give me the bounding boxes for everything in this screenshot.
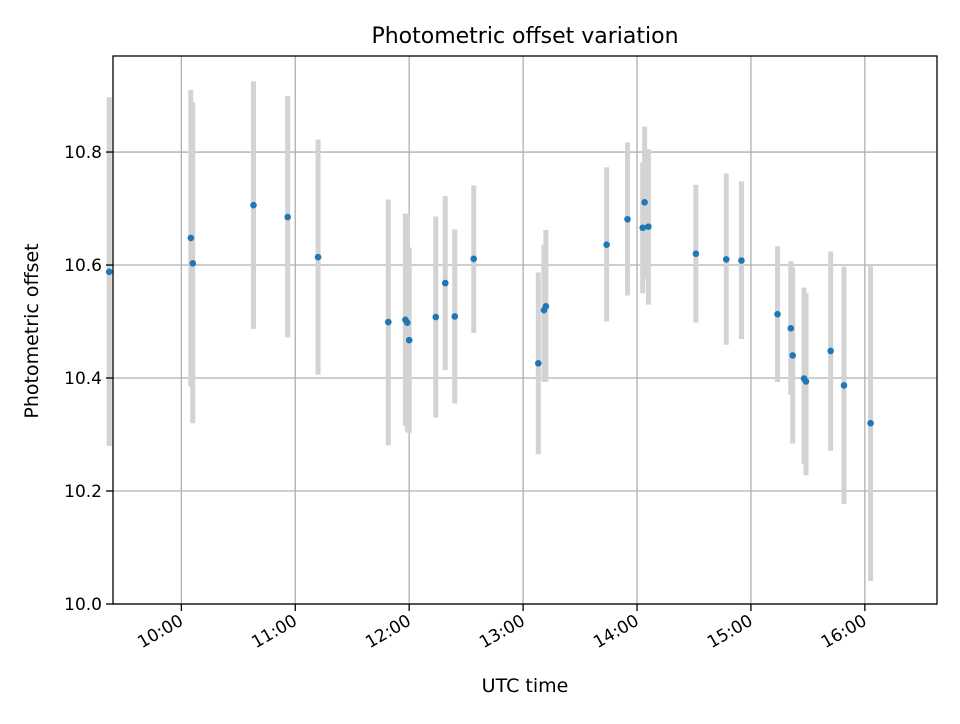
data-point <box>641 199 648 206</box>
data-point <box>384 318 392 326</box>
data-point <box>451 313 459 320</box>
data-points <box>105 199 874 427</box>
data-point <box>639 224 647 232</box>
data-point <box>802 378 810 385</box>
data-point <box>624 215 631 223</box>
data-point <box>250 201 257 209</box>
plot-frame <box>112 55 938 605</box>
data-point <box>738 257 745 264</box>
data-point <box>187 234 195 242</box>
data-point <box>441 279 449 287</box>
data-point <box>284 213 291 221</box>
data-point <box>534 360 542 367</box>
data-point <box>405 336 413 344</box>
data-point <box>105 268 113 276</box>
data-point <box>789 352 797 359</box>
data-point <box>542 302 550 310</box>
data-point <box>827 347 834 355</box>
data-point <box>840 382 848 389</box>
data-point <box>645 223 652 230</box>
y-axis-ticks: 10.0 10.2 10.4 10.6 10.8 <box>64 143 113 615</box>
chart-title: Photometric offset variation <box>371 24 678 49</box>
data-point <box>470 255 478 263</box>
y-tick-label: 10.8 <box>64 143 102 163</box>
data-point <box>774 310 781 318</box>
data-point <box>787 325 795 332</box>
data-point <box>403 319 411 326</box>
y-axis-label: Photometric offset <box>21 243 43 418</box>
y-tick-label: 10.6 <box>64 256 102 276</box>
data-point <box>722 256 730 263</box>
data-point <box>692 250 700 258</box>
y-tick-label: 10.4 <box>64 369 102 389</box>
data-point <box>314 253 322 261</box>
data-point <box>867 419 874 427</box>
y-tick-label: 10.0 <box>64 595 102 615</box>
grid-lines <box>113 56 937 605</box>
x-axis-label: UTC time <box>482 675 569 697</box>
data-point <box>189 260 197 267</box>
data-point <box>432 313 440 321</box>
y-tick-label: 10.2 <box>64 482 102 502</box>
data-point <box>603 241 610 248</box>
